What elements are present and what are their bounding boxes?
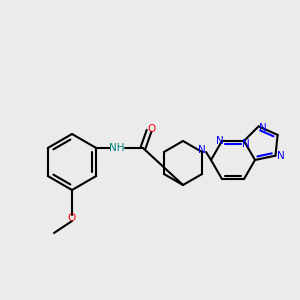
Text: N: N — [242, 139, 250, 149]
Text: O: O — [68, 213, 76, 223]
Text: N: N — [216, 136, 224, 146]
Text: NH: NH — [109, 143, 125, 153]
Text: N: N — [277, 151, 284, 161]
Text: N: N — [259, 123, 266, 134]
Text: N: N — [198, 145, 206, 155]
Text: O: O — [148, 124, 156, 134]
